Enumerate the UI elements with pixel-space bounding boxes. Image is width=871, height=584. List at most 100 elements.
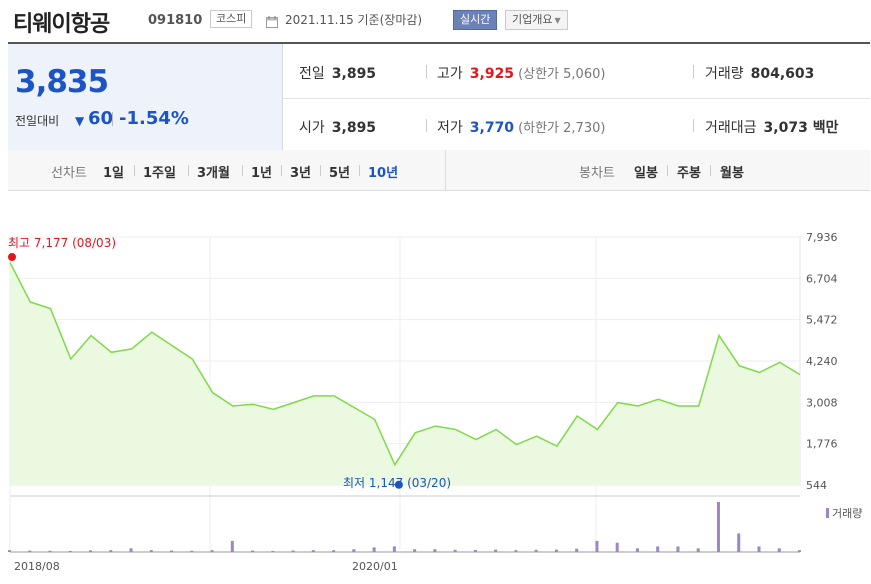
stat-label: 거래량 — [705, 66, 744, 82]
stock-header: 티웨이항공 091810 코스피 2021.11.15 기준(장마감) 실시간 … — [0, 0, 871, 42]
line-chart-label: 선차트 — [51, 166, 87, 181]
stat-value: 3,895 — [331, 66, 377, 82]
divider — [134, 165, 135, 176]
market-badge: 코스피 — [210, 10, 253, 28]
chart-tabs: 선차트 1일 1주일 3개월 1년 3년 5년 10년 봉차트 일봉 주봉 월봉 — [8, 150, 870, 191]
y-tick-label: 6,704 — [806, 272, 838, 285]
company-overview-button[interactable]: 기업개요 ▼ — [505, 10, 568, 30]
volume-bar — [716, 502, 720, 552]
stock-name: 티웨이항공 — [13, 11, 110, 37]
volume-bar — [68, 550, 72, 552]
volume-bar — [89, 550, 93, 552]
tab-monthly[interactable]: 월봉 — [720, 166, 744, 181]
volume-bar — [413, 549, 417, 552]
tab-weekly[interactable]: 주봉 — [677, 166, 701, 181]
divider — [426, 119, 427, 132]
stat-value: 804,603 — [750, 66, 815, 82]
high-label: 최고 7,177 (08/03) — [8, 236, 116, 250]
stats-row: 전일 3,895 고가 3,925 (상한가 5,060) 거래량 804,603 — [283, 44, 870, 99]
volume-legend: 거래량 — [832, 507, 862, 520]
diff-percent: -1.54% — [119, 108, 189, 129]
volume-bar — [534, 549, 538, 552]
volume-bar — [251, 550, 255, 552]
divider — [710, 165, 711, 176]
open-price: 시가 3,895 — [299, 117, 376, 137]
price-stats: 전일 3,895 고가 3,925 (상한가 5,060) 거래량 804,603 시가… — [283, 44, 870, 152]
prev-close: 전일 3,895 — [299, 63, 376, 83]
volume-bar — [210, 550, 214, 552]
realtime-button[interactable]: 실시간 — [453, 10, 498, 30]
tab-3y[interactable]: 3년 — [290, 166, 312, 181]
volume-legend-swatch — [826, 508, 829, 518]
stat-value: 3,925 — [469, 66, 515, 82]
candle-chart-label: 봉차트 — [579, 166, 615, 181]
candle-chart-tabs: 봉차트 일봉 주봉 월봉 — [446, 150, 870, 190]
volume-bar — [433, 549, 437, 552]
stat-label: 저가 — [437, 120, 463, 136]
lower-limit: (하한가 2,730) — [518, 121, 606, 136]
volume-bar — [737, 533, 741, 552]
stat-value: 3,895 — [331, 120, 377, 136]
tab-5y[interactable]: 5년 — [329, 166, 351, 181]
stock-code: 091810 — [148, 13, 203, 28]
divider — [112, 112, 113, 126]
price-chart[interactable]: 7,936 6,704 5,472 4,240 3,008 1,776 544 최고 7,17… — [0, 190, 871, 584]
volume-bar — [352, 549, 356, 552]
divider — [188, 165, 189, 176]
volume-bar — [149, 550, 153, 552]
volume-bar — [595, 540, 599, 552]
divider — [426, 65, 427, 78]
day-low: 저가 3,770 (하한가 2,730) — [437, 117, 605, 137]
divider — [693, 119, 694, 132]
volume-bar — [372, 547, 376, 552]
volume-bar — [230, 540, 234, 552]
tab-1d[interactable]: 1일 — [103, 166, 125, 181]
low-marker — [394, 480, 403, 489]
divider — [281, 165, 282, 176]
tab-1w[interactable]: 1주일 — [143, 166, 176, 181]
chevron-down-icon: ▼ — [554, 16, 561, 25]
y-tick-label: 7,936 — [806, 231, 838, 244]
low-label: 최저 1,147 (03/20) — [343, 476, 451, 490]
volume-bar — [656, 546, 660, 552]
stat-label: 전일 — [299, 66, 325, 82]
price-summary: 3,835 전일대비 ▼ 60 -1.54% 전일 3,895 고가 3,925 (상… — [8, 42, 870, 153]
y-tick-label: 1,776 — [806, 438, 838, 451]
volume-bar — [473, 549, 477, 552]
stat-label: 고가 — [437, 66, 463, 82]
price-line — [9, 262, 801, 467]
price-area — [10, 262, 800, 485]
tab-10y[interactable]: 10년 — [368, 166, 399, 181]
down-arrow-icon: ▼ — [75, 114, 85, 128]
tab-1y[interactable]: 1년 — [251, 166, 273, 181]
volume-bar — [696, 548, 700, 552]
volume-bar — [514, 550, 518, 552]
volume-bar — [28, 550, 32, 552]
divider — [320, 165, 321, 176]
upper-limit: (상한가 5,060) — [518, 67, 606, 82]
volume-stat: 거래량 804,603 — [705, 63, 814, 83]
volume-bar — [291, 550, 295, 552]
volume-bar — [392, 546, 396, 552]
volume-bar — [190, 550, 194, 552]
volume-bar — [757, 546, 761, 552]
volume-bar — [170, 550, 174, 552]
current-price: 3,835 — [15, 64, 109, 100]
volume-bar — [453, 549, 457, 552]
y-tick-label: 544 — [806, 479, 827, 492]
stat-label: 거래대금 — [705, 120, 757, 136]
volume-bar — [129, 548, 133, 552]
diff-label: 전일대비 — [15, 114, 60, 128]
tab-3m[interactable]: 3개월 — [197, 166, 230, 181]
volume-bar — [271, 550, 275, 552]
stat-label: 시가 — [299, 120, 325, 136]
x-tick-label: 2020/01 — [352, 560, 398, 573]
volume-bar — [575, 548, 579, 552]
volume-bar — [798, 550, 801, 552]
line-chart-tabs: 선차트 1일 1주일 3개월 1년 3년 5년 10년 — [8, 150, 446, 190]
y-tick-label: 3,008 — [806, 396, 838, 409]
tab-daily[interactable]: 일봉 — [634, 166, 658, 181]
volume-bar — [615, 542, 619, 552]
volume-bar — [554, 549, 558, 552]
volume-bar — [332, 550, 336, 552]
